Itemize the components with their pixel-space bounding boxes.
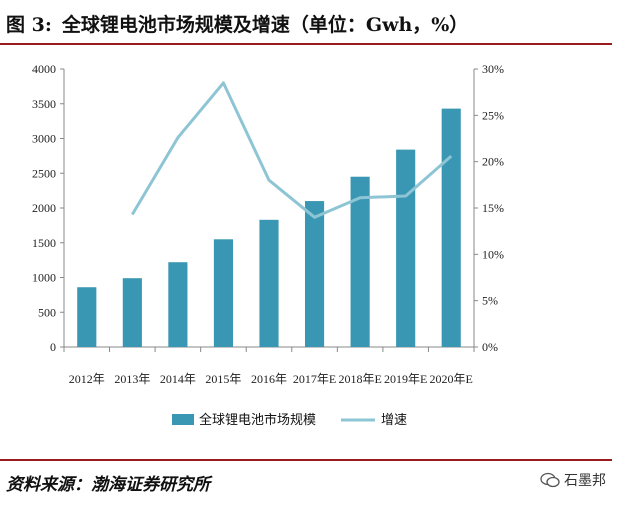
left-tick-label: 2500 [32, 166, 56, 180]
right-tick-label: 30% [482, 62, 504, 76]
header: 图 3: 全球锂电池市场规模及增速（单位：Gwh，%） [0, 0, 640, 45]
left-tick-label: 2000 [32, 201, 56, 215]
chart-title: 图 3: 全球锂电池市场规模及增速（单位：Gwh，%） [6, 10, 468, 37]
right-tick-label: 20% [482, 155, 504, 169]
figure-label: 图 3: [6, 14, 52, 36]
bar [122, 278, 142, 347]
left-tick-label: 4000 [32, 62, 56, 76]
x-tick-label: 2018年E [338, 372, 381, 386]
left-tick-label: 1500 [32, 236, 56, 250]
bar [213, 239, 234, 347]
x-tick-label: 2012年 [69, 372, 105, 386]
legend-line-label: 增速 [381, 413, 407, 428]
right-tick-label: 5% [482, 294, 498, 308]
bar [396, 149, 416, 347]
bar [77, 287, 97, 347]
footer-rule [0, 459, 612, 461]
source-note: 资料来源：渤海证券研究所 [6, 475, 210, 495]
right-tick-label: 25% [482, 108, 504, 122]
x-tick-label: 2015年 [205, 372, 241, 386]
watermark: 石墨邦 [540, 470, 606, 490]
left-tick-label: 3500 [32, 97, 56, 111]
left-tick-label: 3000 [32, 132, 56, 146]
x-tick-label: 2019年E [384, 372, 427, 386]
bar [259, 219, 279, 347]
wechat-icon [540, 472, 560, 488]
x-tick-label: 2014年 [160, 372, 196, 386]
x-tick-label: 2020年E [430, 372, 473, 386]
bar [168, 262, 188, 347]
watermark-text: 石墨邦 [564, 473, 606, 489]
legend-bar-swatch [172, 414, 194, 425]
left-tick-label: 500 [38, 305, 56, 319]
bar [350, 176, 370, 347]
chart: 0 500 1000 1500 2000 2500 3000 3500 4000 0% 5% 10% 1… [32, 62, 504, 428]
title-text: 全球锂电池市场规模及增速（单位：Gwh，%） [61, 14, 469, 36]
x-tick-label: 2013年 [114, 372, 150, 386]
title-rule [0, 43, 612, 45]
x-tick-label: 2017年E [293, 372, 336, 386]
right-tick-label: 15% [482, 201, 504, 215]
left-tick-label: 1000 [32, 271, 56, 285]
right-tick-label: 0% [482, 340, 498, 354]
growth-line [131, 81, 453, 219]
legend: 全球锂电池市场规模 增速 [172, 412, 407, 428]
right-tick-label: 10% [482, 247, 504, 261]
bar [304, 201, 325, 347]
left-tick-label: 0 [50, 340, 56, 354]
x-tick-label: 2016年 [251, 372, 287, 386]
legend-bar-label: 全球锂电池市场规模 [199, 412, 316, 428]
bar [441, 108, 461, 347]
